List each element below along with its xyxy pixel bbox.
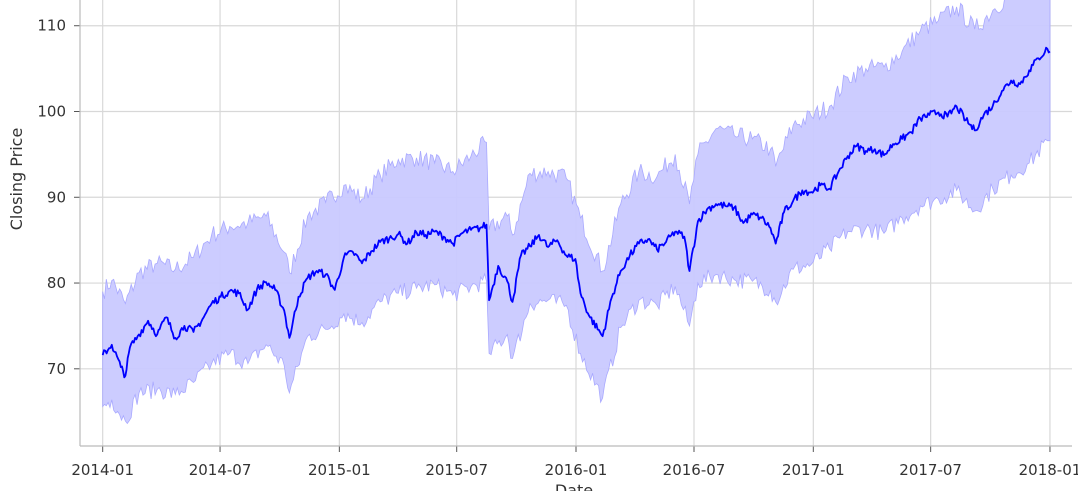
line-layer xyxy=(101,46,1051,379)
x-axis-label: Date xyxy=(555,481,593,491)
x-tick-label: 2016-01 xyxy=(545,461,608,479)
series-line xyxy=(101,46,1051,379)
x-tick-label: 2014-07 xyxy=(189,461,252,479)
y-tick-label: 70 xyxy=(47,360,66,378)
x-tick-label: 2014-01 xyxy=(71,461,134,479)
x-tick-label: 2017-01 xyxy=(782,461,845,479)
y-tick-label: 110 xyxy=(37,17,66,35)
x-tick-label: 2015-07 xyxy=(425,461,488,479)
axes-layer: 2014-01 2014-07 2015-01 2015-07 2016-01 2016-… xyxy=(37,0,1078,479)
x-tick-label: 2017-07 xyxy=(899,461,962,479)
y-axis-label: Closing Price xyxy=(7,128,26,231)
y-tick-label: 80 xyxy=(47,274,66,292)
x-tick-label: 2016-07 xyxy=(663,461,726,479)
y-tick-label: 90 xyxy=(47,188,66,206)
x-tick-label: 2015-01 xyxy=(308,461,371,479)
x-tick-label: 2018-01 xyxy=(1019,461,1078,479)
band-layer xyxy=(102,0,1051,425)
y-tick-label: 100 xyxy=(37,103,66,121)
confidence-band xyxy=(102,0,1051,425)
